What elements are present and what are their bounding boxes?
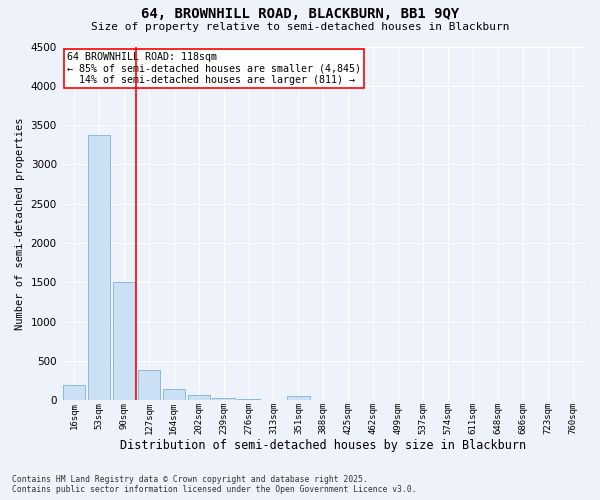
Y-axis label: Number of semi-detached properties: Number of semi-detached properties — [15, 117, 25, 330]
Bar — [113, 282, 135, 401]
X-axis label: Distribution of semi-detached houses by size in Blackburn: Distribution of semi-detached houses by … — [120, 440, 526, 452]
Text: 64 BROWNHILL ROAD: 118sqm
← 85% of semi-detached houses are smaller (4,845)
  14: 64 BROWNHILL ROAD: 118sqm ← 85% of semi-… — [67, 52, 361, 85]
Bar — [188, 395, 210, 400]
Bar — [88, 136, 110, 400]
Text: 64, BROWNHILL ROAD, BLACKBURN, BB1 9QY: 64, BROWNHILL ROAD, BLACKBURN, BB1 9QY — [141, 8, 459, 22]
Bar — [212, 398, 235, 400]
Bar — [63, 384, 85, 400]
Bar — [163, 388, 185, 400]
Text: Size of property relative to semi-detached houses in Blackburn: Size of property relative to semi-detach… — [91, 22, 509, 32]
Bar — [287, 396, 310, 400]
Bar — [238, 398, 260, 400]
Text: Contains HM Land Registry data © Crown copyright and database right 2025.
Contai: Contains HM Land Registry data © Crown c… — [12, 474, 416, 494]
Bar — [137, 370, 160, 400]
